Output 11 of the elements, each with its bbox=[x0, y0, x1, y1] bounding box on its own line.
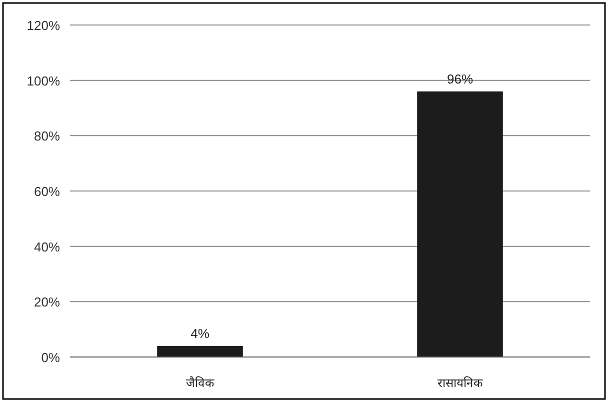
y-tick-label: 100% bbox=[26, 73, 60, 88]
y-tick-label: 20% bbox=[34, 294, 60, 310]
x-tick-label: रासायनिक bbox=[438, 376, 484, 390]
y-tick-label: 80% bbox=[34, 128, 60, 144]
data-label: 4% bbox=[190, 326, 210, 341]
y-tick-label: 0% bbox=[41, 350, 60, 365]
data-label: 96% bbox=[446, 71, 474, 86]
y-tick-label: 60% bbox=[34, 184, 60, 199]
y-tick-label: 40% bbox=[34, 239, 60, 254]
x-tick-label: जैविक bbox=[186, 376, 215, 390]
y-tick-label: 120% bbox=[26, 18, 60, 33]
